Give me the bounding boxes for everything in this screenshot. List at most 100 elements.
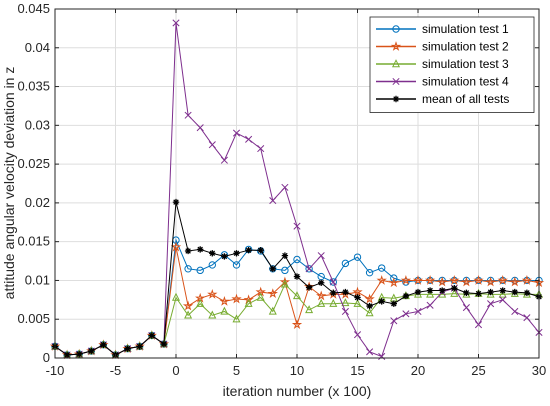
y-tick-labels: 0 0.005 0.01 0.015 0.02 0.025 0.03 0.035 0.04 0.0…	[17, 1, 50, 365]
data-point	[170, 241, 182, 252]
legend-label: simulation test 3	[422, 57, 509, 71]
data-point	[293, 255, 301, 264]
data-point	[378, 264, 386, 272]
legend-entry: mean of all tests	[376, 92, 509, 106]
data-point	[450, 288, 459, 297]
data-point	[485, 276, 496, 287]
data-point	[390, 274, 398, 282]
data-point	[305, 265, 313, 273]
legend-label: mean of all tests	[422, 92, 509, 106]
data-point	[182, 300, 194, 311]
data-point	[136, 343, 143, 350]
data-point	[521, 275, 533, 285]
x-tick-label: 25	[471, 363, 485, 378]
y-tick-label: 0.015	[17, 234, 50, 249]
y-tick-label: 0.04	[25, 40, 50, 55]
data-point	[376, 275, 387, 285]
data-point	[329, 278, 337, 286]
y-axis-label: attitude angular velocity deviation in z	[1, 67, 17, 300]
data-point	[317, 252, 325, 260]
data-point	[365, 308, 374, 317]
data-point	[317, 298, 326, 307]
data-point	[316, 290, 327, 301]
data-point	[281, 252, 289, 259]
x-tick-label: 20	[411, 363, 425, 378]
data-point	[172, 19, 180, 27]
legend-entry: simulation test 3	[376, 57, 509, 71]
data-point	[245, 246, 252, 254]
legend-entry: simulation test 2	[376, 40, 509, 54]
data-point	[497, 275, 508, 285]
y-tick-label: 0.03	[25, 117, 50, 132]
legend-label: simulation test 1	[422, 22, 509, 36]
data-point	[208, 261, 217, 269]
data-point	[305, 265, 313, 273]
x-tick-label: -5	[110, 363, 122, 378]
data-point	[257, 246, 264, 254]
data-point	[462, 304, 470, 312]
y-tick-label: 0.025	[17, 156, 50, 171]
data-point	[511, 288, 518, 296]
data-point	[414, 307, 422, 316]
x-tick-label: 10	[290, 363, 304, 378]
x-tick-labels: -10 -5 0 5 10 15 20 25 30	[46, 363, 547, 378]
data-point	[341, 298, 350, 307]
data-point	[257, 145, 265, 153]
data-point	[268, 306, 277, 315]
data-point	[269, 197, 277, 205]
x-tick-label: -10	[46, 363, 65, 378]
data-point	[378, 352, 386, 361]
legend-entry: simulation test 4	[376, 75, 509, 89]
data-point	[353, 298, 362, 307]
data-point	[342, 288, 349, 296]
data-point	[231, 293, 242, 304]
data-point	[330, 289, 337, 297]
data-point	[390, 300, 397, 307]
legend-label: simulation test 4	[422, 75, 509, 89]
series-5	[51, 198, 543, 359]
y-tick-label: 0.005	[17, 311, 50, 326]
legend: simulation test 1 simulation test 2 simula…	[369, 16, 535, 113]
y-tick-label: 0.02	[25, 195, 50, 210]
data-point	[424, 275, 436, 285]
data-point	[148, 332, 155, 339]
data-point	[305, 305, 314, 314]
y-tick-label: 0.045	[17, 1, 50, 16]
data-point	[208, 310, 217, 319]
data-point	[366, 302, 373, 310]
data-point	[292, 291, 302, 300]
data-point	[281, 183, 289, 191]
data-point	[474, 321, 483, 329]
data-point	[160, 340, 168, 348]
data-point	[100, 341, 107, 349]
data-point	[402, 292, 410, 300]
data-point	[233, 250, 240, 257]
data-point	[426, 289, 435, 298]
data-point	[400, 275, 412, 285]
data-point	[365, 268, 374, 277]
data-point	[124, 345, 131, 352]
data-point	[293, 222, 301, 230]
legend-marker	[390, 41, 402, 51]
data-point	[523, 289, 531, 297]
legend-marker	[392, 95, 400, 103]
data-point	[232, 261, 241, 269]
legend-marker	[391, 59, 401, 68]
data-point	[412, 275, 424, 285]
data-point	[293, 273, 301, 280]
data-point	[279, 276, 291, 287]
data-point	[197, 246, 204, 253]
data-point	[353, 331, 362, 339]
data-point	[487, 288, 494, 296]
data-point	[269, 265, 276, 273]
data-point	[499, 296, 507, 304]
data-point	[353, 253, 362, 261]
data-point	[280, 279, 289, 288]
data-point	[341, 307, 349, 316]
data-point	[352, 286, 363, 297]
data-point	[196, 124, 204, 132]
data-point	[220, 306, 229, 315]
data-point	[184, 247, 192, 255]
data-point	[364, 293, 375, 304]
axis-ticks	[54, 8, 540, 359]
